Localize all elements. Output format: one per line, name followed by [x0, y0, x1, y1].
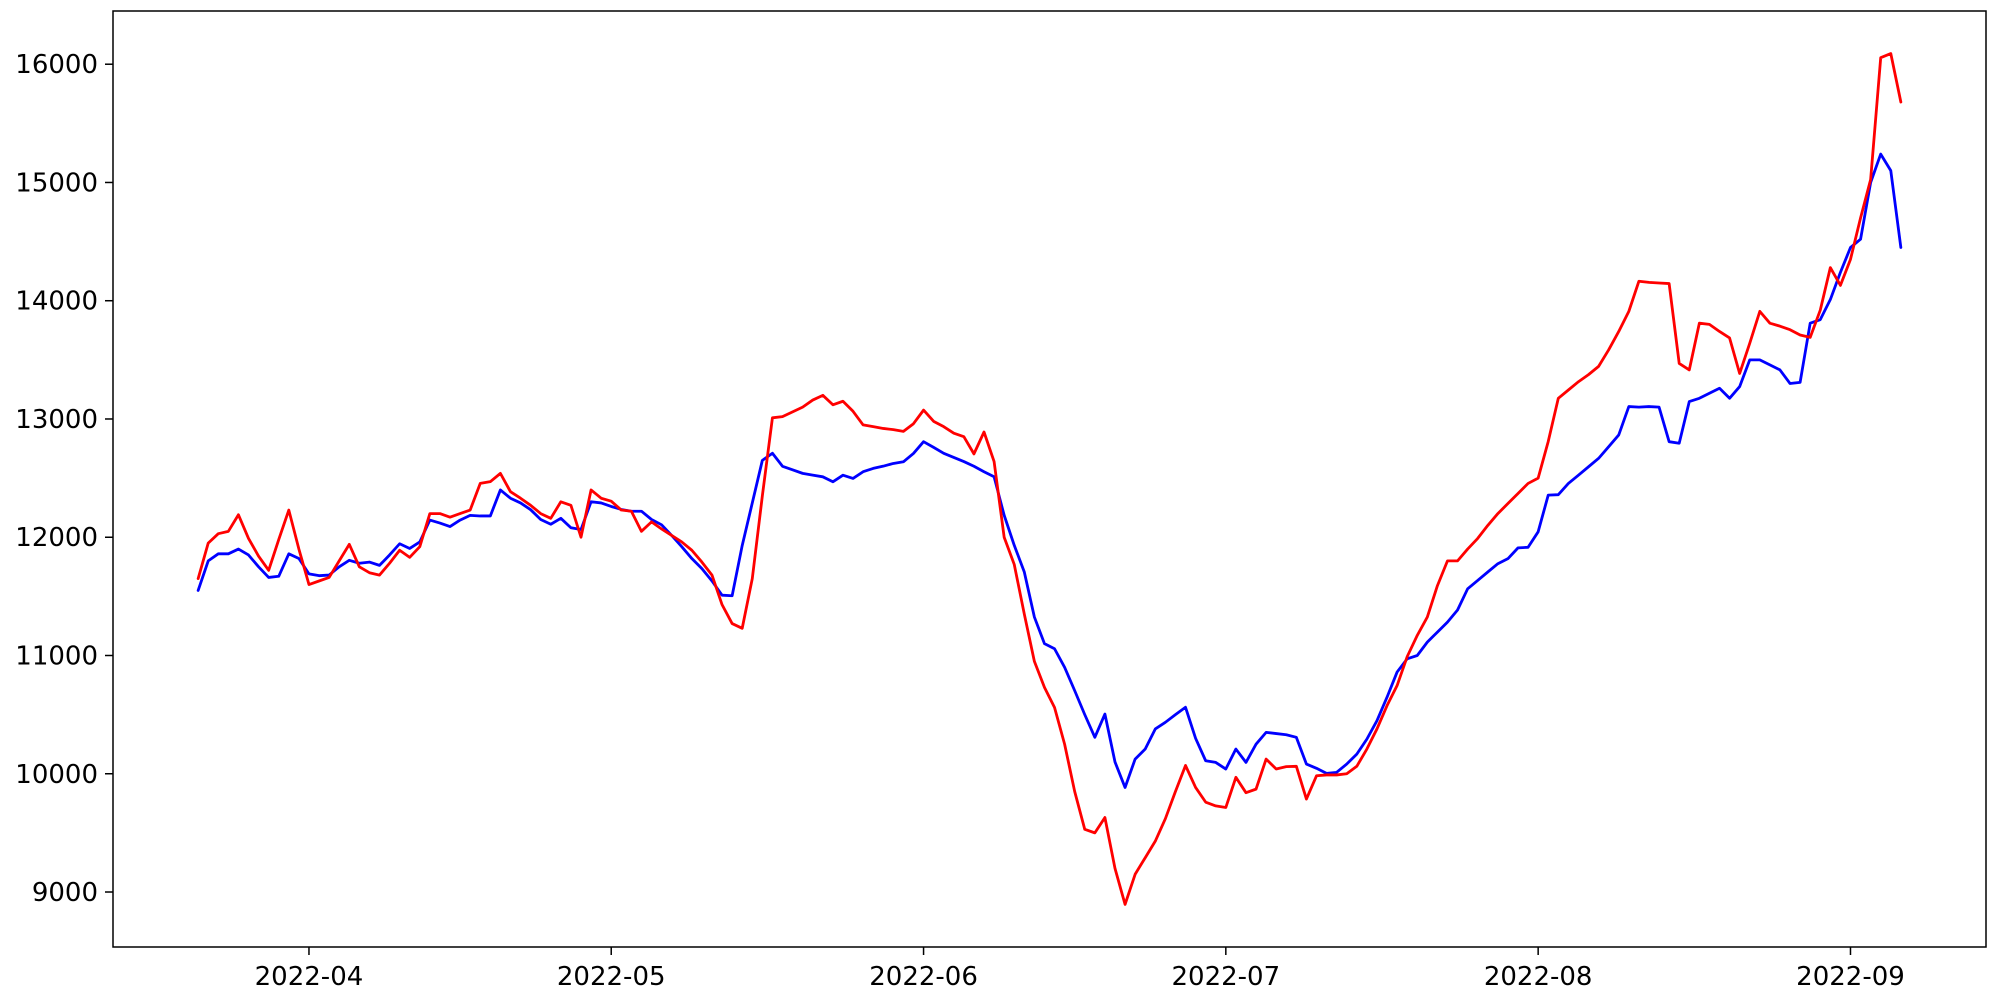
- x-tick-label: 2022-09: [1796, 962, 1905, 992]
- x-tick-label: 2022-07: [1171, 962, 1280, 992]
- y-tick-label: 10000: [15, 760, 98, 790]
- plot-frame: [112, 10, 1987, 948]
- x-tick-label: 2022-08: [1484, 962, 1593, 992]
- x-axis: 2022-04 2022-05 2022-06 2022-07 2022-08 2022-…: [255, 947, 1905, 992]
- y-tick-label: 13000: [15, 405, 98, 435]
- y-axis: 9000 10000 11000 12000 13000 14000 15000 16000: [15, 50, 113, 908]
- y-tick-label: 12000: [15, 523, 98, 553]
- x-tick-label: 2022-04: [255, 962, 364, 992]
- y-tick-label: 15000: [15, 168, 98, 198]
- y-tick-label: 9000: [32, 878, 98, 908]
- blue-series-line: [196, 152, 1903, 789]
- x-tick-label: 2022-05: [557, 962, 666, 992]
- y-tick-label: 14000: [15, 287, 98, 317]
- y-tick-label: 11000: [15, 641, 98, 671]
- y-tick-label: 16000: [15, 50, 98, 80]
- red-series-line: [196, 52, 1903, 906]
- x-tick-label: 2022-06: [869, 962, 978, 992]
